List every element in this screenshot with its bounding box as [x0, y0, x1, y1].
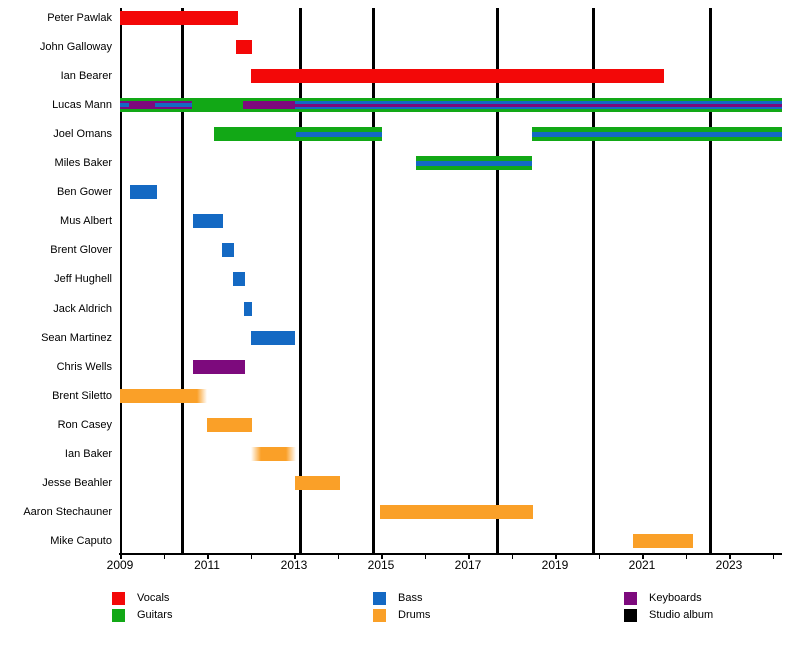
legend-item-guitars: Guitars: [112, 609, 172, 622]
member-name: Chris Wells: [56, 360, 112, 373]
bar-drums: [207, 417, 252, 432]
drums-swatch: [373, 609, 386, 622]
x-axis-tick: [729, 555, 731, 559]
bar-drums: [250, 446, 297, 461]
bar-bass: [296, 131, 382, 137]
x-axis-line: [119, 553, 783, 555]
member-name: Ben Gower: [56, 186, 112, 199]
studio-album-line: [298, 8, 302, 553]
studio-album-line: [371, 8, 375, 553]
legend-item-studio-album: Studio album: [624, 609, 713, 622]
bar-bass: [120, 103, 130, 108]
member-name: Mike Caputo: [50, 534, 112, 547]
axis-year-label: 2023: [715, 558, 743, 572]
bar-drums: [380, 504, 533, 519]
x-axis-tick: [685, 555, 687, 559]
member-name: Jack Aldrich: [53, 302, 112, 315]
axis-year-label: 2017: [454, 558, 482, 572]
bar-vocals: [250, 69, 665, 84]
member-name: Jeff Hughell: [54, 273, 112, 286]
bar-vocals: [120, 11, 238, 25]
bar-drums: [632, 533, 693, 548]
axis-year-label: 2011: [194, 558, 220, 572]
legend-label-keyboards: Keyboards: [649, 592, 702, 604]
x-axis-tick: [511, 555, 513, 559]
member-name: Joel Omans: [53, 128, 112, 141]
member-name: Ian Baker: [64, 447, 112, 460]
bar-bass: [154, 103, 193, 108]
x-axis-tick: [424, 555, 426, 559]
legend-label-vocals: Vocals: [137, 592, 170, 604]
x-axis-tick: [294, 555, 296, 559]
member-name: Lucas Mann: [52, 99, 112, 112]
legend-item-keyboards: Keyboards: [624, 592, 702, 605]
studio-album-line: [709, 8, 713, 553]
member-name: Brent Glover: [50, 244, 112, 257]
legend-label-studio-album: Studio album: [649, 609, 714, 621]
legend-item-drums: Drums: [373, 609, 430, 622]
bar-bass: [250, 330, 295, 345]
bar-bass: [531, 131, 783, 137]
axis-year-label: 2009: [106, 558, 134, 572]
member-name: Mus Albert: [60, 215, 112, 228]
axis-year-label: 2013: [280, 558, 308, 572]
guitars-swatch: [112, 609, 125, 622]
keyboards-swatch: [624, 592, 637, 605]
member-name: Peter Pawlak: [47, 12, 112, 24]
member-name: Ian Bearer: [60, 70, 112, 83]
bar-drums: [294, 475, 341, 490]
x-axis-tick: [555, 555, 557, 559]
x-axis-tick: [381, 555, 383, 559]
x-axis-tick: [772, 555, 774, 559]
bar-bass: [130, 185, 157, 200]
legend-label-drums: Drums: [398, 609, 431, 621]
studio-album-line: [592, 8, 596, 553]
member-name: Sean Martinez: [41, 331, 112, 344]
bar-keyboards: [193, 359, 245, 374]
member-name: Ron Casey: [57, 418, 112, 431]
bar-bass: [221, 243, 234, 258]
bar-bass: [243, 301, 252, 316]
bar-bass: [233, 272, 245, 287]
x-axis-tick: [337, 555, 339, 559]
legend-label-guitars: Guitars: [137, 609, 173, 621]
member-name: Jesse Beahler: [42, 476, 112, 489]
axis-year-label: 2015: [367, 558, 395, 572]
y-axis-spine: [120, 8, 122, 553]
legend-label-bass: Bass: [398, 592, 423, 604]
bar-keyboards: [294, 103, 783, 107]
bass-swatch: [373, 592, 386, 605]
legend-item-vocals: Vocals: [112, 592, 169, 605]
x-axis-tick: [120, 555, 122, 559]
member-name: Aaron Stechauner: [23, 505, 112, 518]
x-axis-tick: [250, 555, 252, 559]
bar-bass: [193, 214, 224, 229]
x-axis-tick: [207, 555, 209, 559]
member-name: Brent Siletto: [52, 389, 112, 402]
bar-drums: [120, 388, 207, 403]
axis-year-label: 2019: [541, 558, 569, 572]
studio-album-line: [495, 8, 499, 553]
x-axis-tick: [642, 555, 644, 559]
x-axis-tick: [468, 555, 470, 559]
studio-album-line: [180, 8, 184, 553]
studio-album-swatch: [624, 609, 637, 622]
legend-item-bass: Bass: [373, 592, 422, 605]
member-name: Miles Baker: [54, 157, 112, 170]
x-axis-tick: [163, 555, 165, 559]
x-axis-tick: [598, 555, 600, 559]
axis-year-label: 2021: [628, 558, 656, 572]
bar-vocals: [236, 40, 252, 55]
bar-bass: [415, 160, 532, 166]
member-name: John Galloway: [39, 41, 112, 54]
vocals-swatch: [112, 592, 125, 605]
